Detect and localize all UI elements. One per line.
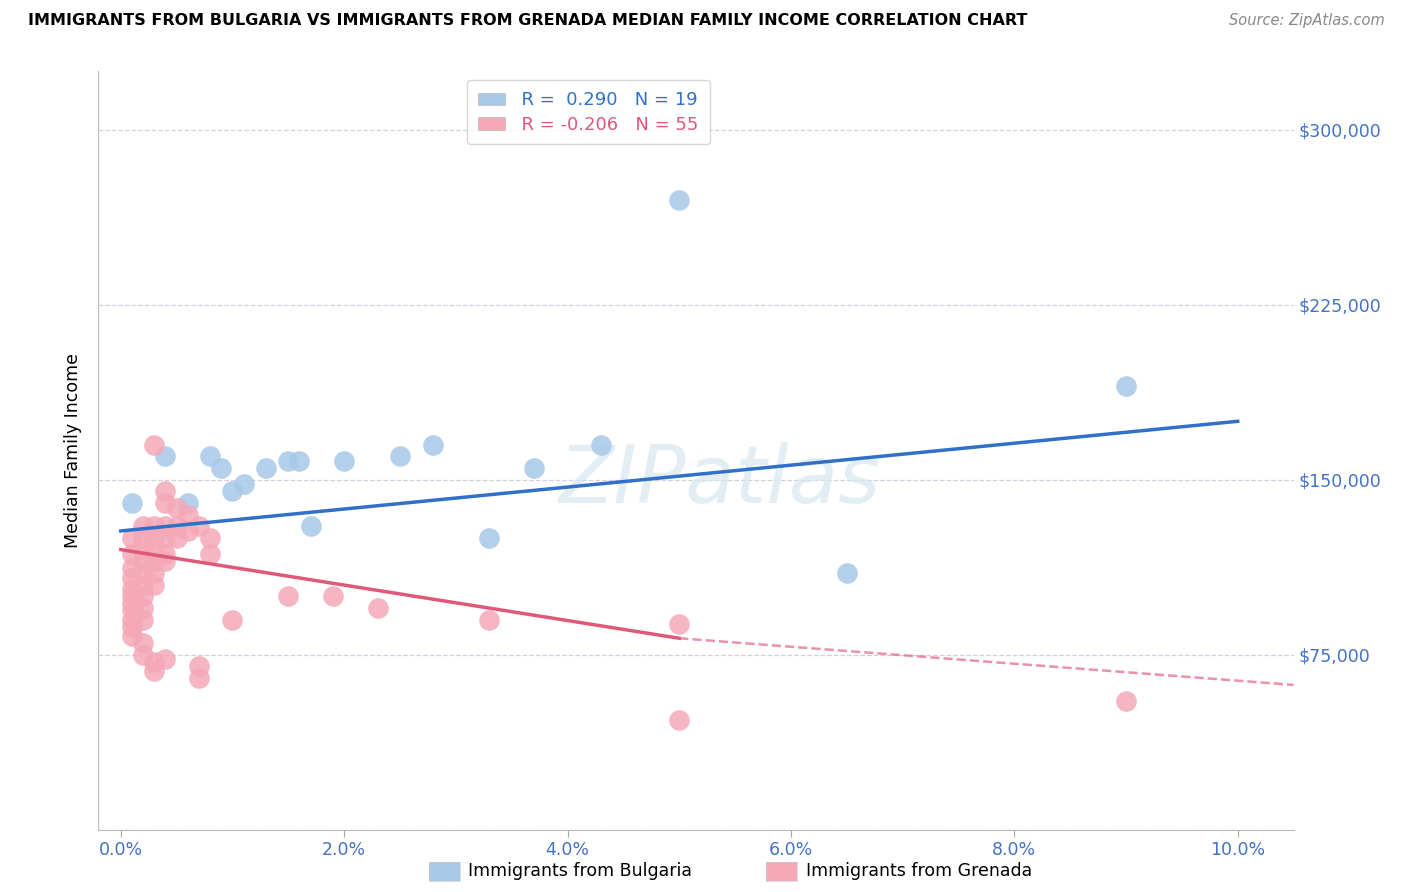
Point (121, 561, 143, 575)
Point (166, 531, 188, 545)
Point (121, 589, 143, 603)
Point (121, 603, 143, 617)
Legend:   R =  0.290   N = 19,   R = -0.206   N = 55: R = 0.290 N = 19, R = -0.206 N = 55 (467, 80, 710, 145)
Point (177, 524, 200, 538)
Point (1115, 379, 1137, 393)
Point (132, 542, 155, 557)
Point (277, 589, 299, 603)
Point (121, 496, 143, 510)
Point (132, 648, 155, 662)
Point (143, 664, 166, 678)
Point (388, 450, 411, 464)
Point (155, 554, 177, 568)
Point (155, 450, 177, 464)
Y-axis label: Median Family Income: Median Family Income (65, 353, 83, 548)
Text: Immigrants from Bulgaria: Immigrants from Bulgaria (468, 863, 692, 880)
Point (668, 193, 690, 207)
Point (132, 566, 155, 580)
Point (221, 484, 243, 499)
Point (198, 531, 221, 545)
Text: IMMIGRANTS FROM BULGARIA VS IMMIGRANTS FROM GRENADA MEDIAN FAMILY INCOME CORRELA: IMMIGRANTS FROM BULGARIA VS IMMIGRANTS F… (28, 13, 1028, 29)
Point (232, 477, 254, 491)
Point (143, 531, 166, 545)
Point (288, 454, 311, 468)
Point (187, 659, 209, 673)
Point (132, 601, 155, 615)
Point (155, 531, 177, 545)
Point (177, 496, 200, 510)
Point (166, 519, 188, 533)
Point (187, 519, 209, 533)
Point (143, 655, 166, 669)
Point (322, 589, 344, 603)
Point (132, 554, 155, 568)
Point (121, 613, 143, 627)
Point (132, 531, 155, 545)
Point (668, 713, 690, 727)
Point (1115, 694, 1137, 708)
Point (299, 519, 322, 533)
Point (835, 566, 858, 580)
Point (198, 450, 221, 464)
Point (155, 652, 177, 666)
Point (478, 613, 501, 627)
Point (132, 613, 155, 627)
Point (143, 437, 166, 451)
Point (478, 531, 501, 545)
Point (121, 582, 143, 597)
Text: Immigrants from Grenada: Immigrants from Grenada (806, 863, 1032, 880)
Point (589, 437, 612, 451)
Point (143, 519, 166, 533)
Point (422, 437, 444, 451)
Point (121, 619, 143, 633)
Point (155, 519, 177, 533)
Point (121, 629, 143, 643)
Point (143, 542, 166, 557)
Point (143, 554, 166, 568)
Point (221, 613, 243, 627)
Point (132, 589, 155, 603)
Point (155, 547, 177, 561)
Text: Source: ZipAtlas.com: Source: ZipAtlas.com (1229, 13, 1385, 29)
Point (523, 461, 546, 475)
Point (668, 617, 690, 632)
Point (367, 601, 389, 615)
Point (121, 547, 143, 561)
Point (198, 547, 221, 561)
Point (132, 577, 155, 591)
Point (121, 596, 143, 610)
Point (187, 671, 209, 685)
Point (121, 571, 143, 585)
Point (132, 636, 155, 650)
Point (166, 500, 188, 515)
Point (143, 566, 166, 580)
Point (254, 461, 277, 475)
Point (132, 519, 155, 533)
Point (177, 508, 200, 522)
Point (143, 577, 166, 591)
Text: ZIPatlas: ZIPatlas (558, 442, 882, 520)
Point (155, 484, 177, 499)
Point (121, 531, 143, 545)
Point (333, 454, 356, 468)
Point (277, 454, 299, 468)
Point (155, 496, 177, 510)
Point (209, 461, 232, 475)
